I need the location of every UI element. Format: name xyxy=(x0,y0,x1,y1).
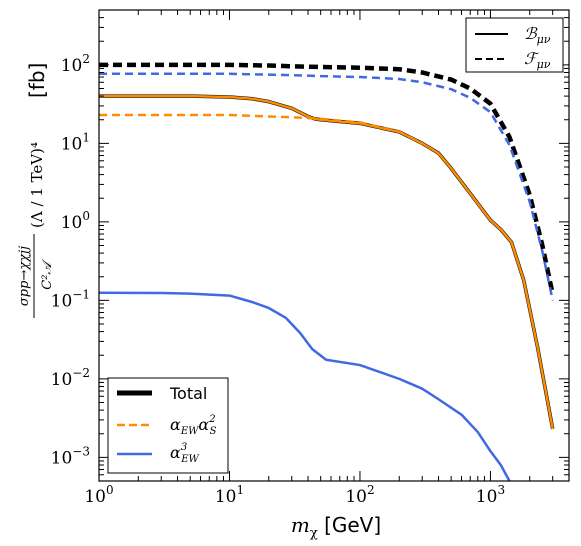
y-tick-label: 10−1 xyxy=(51,287,90,311)
x-axis-var-sub: χ xyxy=(310,526,318,541)
legend-style-frame xyxy=(465,17,564,73)
x-axis-var: m xyxy=(291,513,310,537)
ticks-layer xyxy=(98,9,570,482)
series-line-ew3_B xyxy=(98,291,511,482)
y-tick-label: 10−3 xyxy=(51,444,90,468)
y-tick-labels: 10−3 10−2 10−1 100 101 102 xyxy=(51,52,90,468)
x-tick-label: 100 xyxy=(84,483,113,507)
y-label-numerator: σpp→χχjj xyxy=(17,246,32,306)
x-tick-label: 102 xyxy=(345,483,374,507)
legend-entry-ew3: α3 EW xyxy=(170,442,199,465)
y-label-denominator: C²𝒜 xyxy=(40,259,55,290)
y-tick-label: 100 xyxy=(61,209,90,233)
x-tick-label: 101 xyxy=(215,483,244,507)
x-axis-unit: [GeV] xyxy=(324,513,381,537)
x-axis-label: mχ [GeV] xyxy=(291,513,381,541)
legend-entry-total: Total xyxy=(169,384,207,403)
y-tick-label: 10−2 xyxy=(51,366,90,390)
legend-couplings: Total αEWα2 S α3 EW xyxy=(107,377,229,474)
legend-entry-ew-s2: αEWα2 S xyxy=(170,414,217,437)
legend-style: ℬμν ℱμν xyxy=(465,17,564,73)
x-tick-label: 103 xyxy=(476,483,505,507)
y-label-scale-factor: (Λ / 1 TeV)⁴ xyxy=(28,142,46,228)
series-line-total_F xyxy=(99,62,555,295)
x-tick-labels: 100 101 102 103 xyxy=(84,483,505,507)
legend-entry-dashed: ℱμν xyxy=(524,49,551,71)
legend-entry-solid: ℬμν xyxy=(524,24,551,46)
y-label-unit: [fb] xyxy=(25,63,49,98)
y-tick-label: 101 xyxy=(61,130,90,154)
series-line-ew_s2_F xyxy=(99,113,423,145)
series-line-ew3_F xyxy=(99,72,554,301)
series-layer xyxy=(98,62,555,482)
y-axis-label: σpp→χχjj C²𝒜 (Λ / 1 TeV)⁴ [fb] xyxy=(17,63,55,318)
y-tick-label: 102 xyxy=(61,52,90,76)
